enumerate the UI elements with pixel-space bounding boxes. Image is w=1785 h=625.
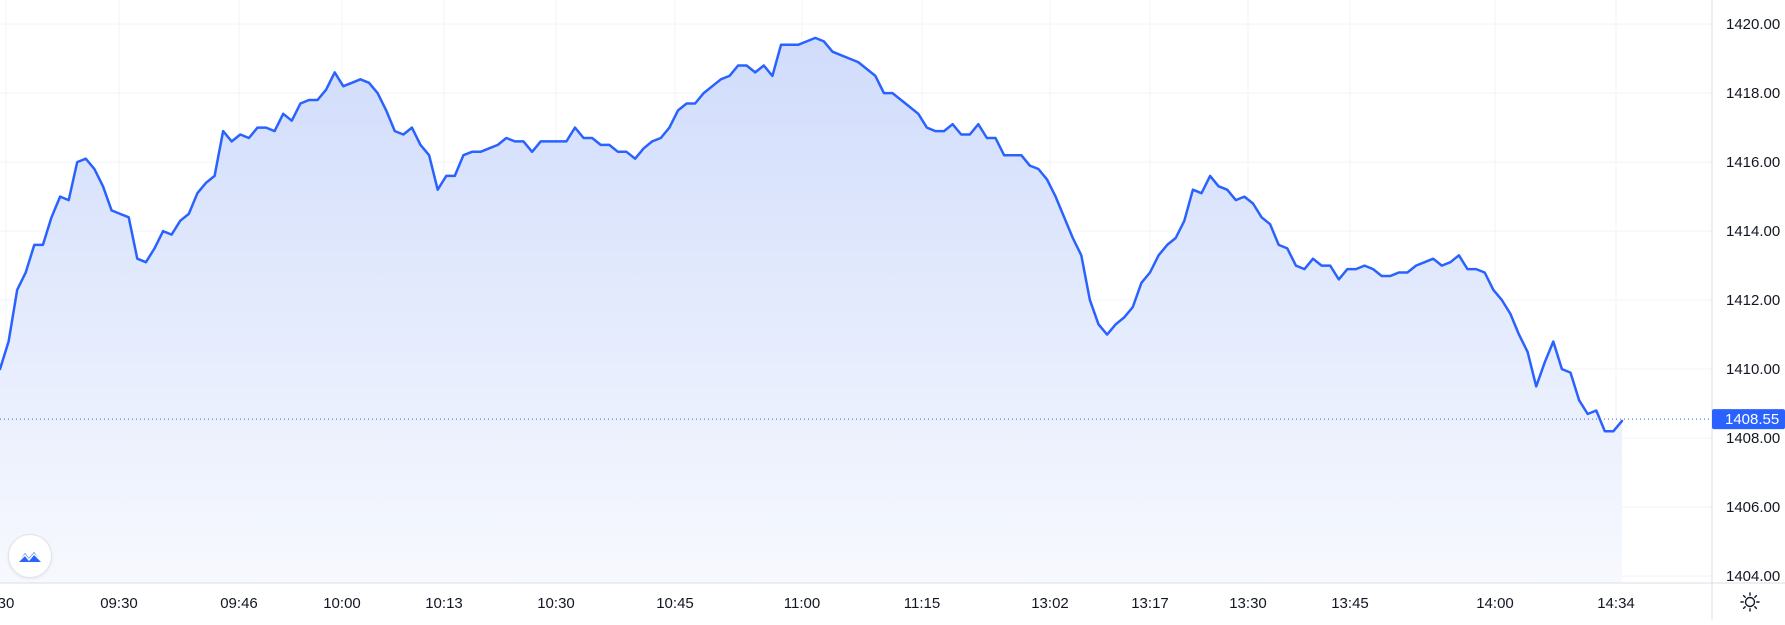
x-tick-label: 30: [0, 595, 14, 612]
x-tick-label: 09:46: [220, 595, 258, 612]
x-tick-label: 13:30: [1229, 595, 1267, 612]
y-axis[interactable]: 1404.00 1406.00 1408.00 1410.00 1412.00 1414.…: [1726, 16, 1780, 585]
x-tick-label: 10:13: [425, 595, 463, 612]
chart-logo-button[interactable]: [8, 534, 52, 578]
last-price-label: 1408.55: [1725, 411, 1779, 428]
chart-settings-button[interactable]: [1738, 590, 1762, 614]
sun-gear-icon: [1740, 592, 1760, 612]
x-tick-label: 13:02: [1031, 595, 1069, 612]
y-tick-label: 1408.00: [1726, 430, 1780, 447]
x-tick-label: 10:30: [537, 595, 575, 612]
y-tick-label: 1414.00: [1726, 223, 1780, 240]
x-tick-label: 14:00: [1476, 595, 1514, 612]
x-tick-label: 13:45: [1331, 595, 1369, 612]
y-tick-label: 1412.00: [1726, 292, 1780, 309]
area-layer: [0, 37, 1622, 583]
x-axis[interactable]: 30 09:30 09:46 10:00 10:13 10:30 10:45 11:00 11:…: [0, 595, 1635, 612]
y-tick-label: 1410.00: [1726, 361, 1780, 378]
x-tick-label: 11:00: [784, 595, 820, 612]
tradingview-mountain-icon: [17, 552, 43, 563]
line-layer: [0, 36, 1624, 433]
x-tick-label: 10:45: [656, 595, 694, 612]
series-area-fill: [0, 37, 1622, 583]
y-tick-label: 1404.00: [1726, 568, 1780, 585]
y-tick-label: 1418.00: [1726, 85, 1780, 102]
y-tick-label: 1416.00: [1726, 154, 1780, 171]
x-tick-label: 13:17: [1131, 595, 1169, 612]
y-tick-label: 1420.00: [1726, 16, 1780, 33]
last-price-badge: [1712, 409, 1785, 430]
x-tick-label: 11:15: [904, 595, 940, 612]
series-line[interactable]: [0, 36, 1624, 433]
x-tick-label: 10:00: [323, 595, 361, 612]
x-tick-label: 14:34: [1597, 595, 1635, 612]
y-tick-label: 1406.00: [1726, 499, 1780, 516]
last-price-marker: 1408.55: [0, 409, 1785, 430]
x-tick-label: 09:30: [100, 595, 138, 612]
